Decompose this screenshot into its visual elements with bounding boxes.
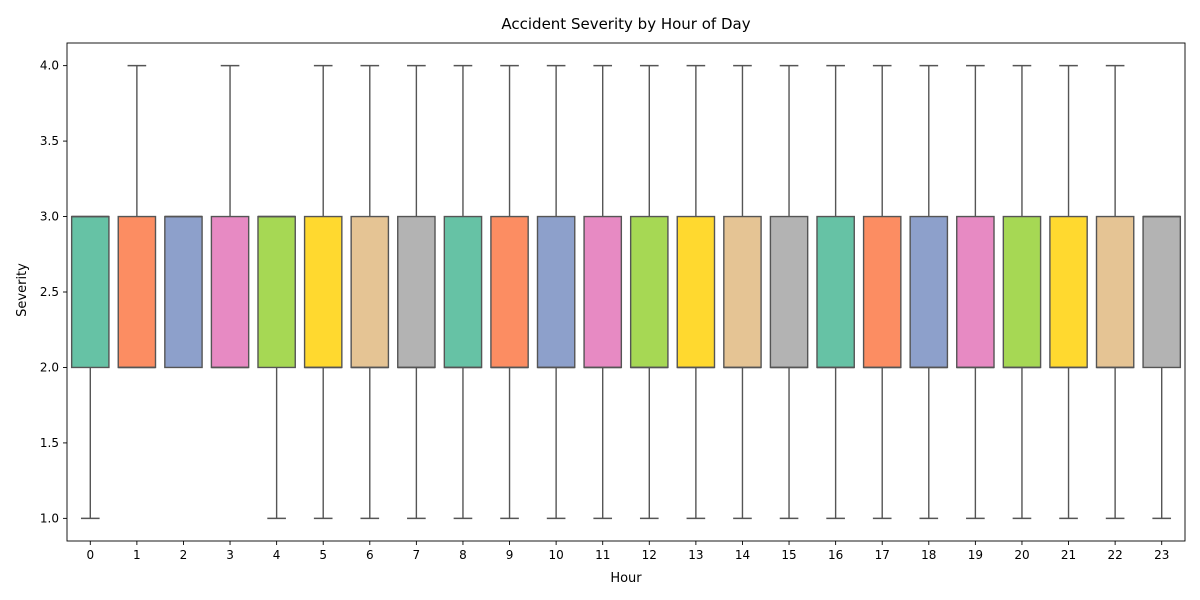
y-axis-label: Severity: [15, 263, 30, 317]
x-tick-label: 4: [273, 548, 281, 562]
box: [1049, 215, 1088, 369]
box-group-hour-5: [303, 64, 343, 520]
box: [303, 215, 343, 369]
box: [1002, 215, 1042, 369]
box-group-hour-22: [1095, 64, 1135, 520]
box: [397, 215, 436, 369]
box-group-hour-8: [443, 64, 483, 520]
box: [70, 215, 110, 369]
x-tick-label: 2: [180, 548, 188, 562]
box-group-hour-23: [1142, 215, 1182, 520]
y-tick-label: 2.0: [40, 360, 59, 374]
x-tick-label: 22: [1107, 548, 1122, 562]
box: [862, 215, 902, 369]
box: [164, 215, 203, 369]
box-group-hour-4: [257, 215, 296, 520]
x-tick-label: 1: [133, 548, 141, 562]
x-tick-label: 10: [548, 548, 563, 562]
box-group-hour-0: [70, 215, 110, 520]
x-tick-label: 12: [642, 548, 657, 562]
x-tick-label: 18: [921, 548, 936, 562]
box-group-hour-20: [1002, 64, 1042, 520]
box-group-hour-10: [536, 64, 576, 520]
box: [956, 215, 995, 369]
x-tick-label: 5: [319, 548, 327, 562]
box-group-hour-21: [1049, 64, 1088, 520]
box-group-hour-12: [629, 64, 669, 520]
box-group-hour-13: [676, 64, 716, 520]
box-group-hour-6: [350, 64, 390, 520]
box: [816, 215, 855, 369]
box: [583, 215, 623, 369]
box: [443, 215, 483, 369]
box: [490, 215, 529, 369]
box: [723, 215, 762, 369]
box: [350, 215, 390, 369]
x-tick-label: 14: [735, 548, 750, 562]
box: [536, 215, 576, 369]
box-group-hour-19: [956, 64, 995, 520]
box: [676, 215, 716, 369]
y-tick-label: 3.0: [40, 210, 59, 224]
x-tick-label: 15: [781, 548, 796, 562]
box: [909, 215, 949, 369]
box-group-hour-2: [164, 215, 203, 369]
box-group-hour-9: [490, 64, 529, 520]
x-tick-label: 8: [459, 548, 467, 562]
box-group-hour-15: [769, 64, 809, 520]
y-axis: 1.0 1.5 2.0 2.5 3.0 3.5 4.0: [40, 59, 67, 525]
chart-title: Accident Severity by Hour of Day: [501, 15, 750, 33]
boxes-layer: [70, 64, 1182, 520]
box: [1142, 215, 1182, 369]
x-tick-label: 0: [86, 548, 94, 562]
box-group-hour-11: [583, 64, 623, 520]
box: [257, 215, 296, 369]
x-tick-label: 17: [875, 548, 890, 562]
x-axis: 0 1 2 3 4 5 6 7 8 9 10 11 12 13 14 15 16 17 18 19 20 21 22 23: [86, 541, 1169, 562]
x-tick-label: 20: [1014, 548, 1029, 562]
box-group-hour-18: [909, 64, 949, 520]
box: [210, 215, 250, 369]
box: [1095, 215, 1135, 369]
x-tick-label: 9: [506, 548, 514, 562]
x-tick-label: 23: [1154, 548, 1169, 562]
x-tick-label: 13: [688, 548, 703, 562]
box-group-hour-3: [210, 64, 250, 369]
box-group-hour-16: [816, 64, 855, 520]
x-axis-label: Hour: [610, 571, 642, 586]
x-tick-label: 11: [595, 548, 610, 562]
x-tick-label: 19: [968, 548, 983, 562]
plot-frame: [66, 42, 1186, 542]
x-tick-label: 6: [366, 548, 374, 562]
box-group-hour-14: [723, 64, 762, 520]
box-group-hour-7: [397, 64, 436, 520]
x-tick-label: 3: [226, 548, 234, 562]
y-tick-label: 2.5: [40, 285, 59, 299]
box: [769, 215, 809, 369]
y-tick-label: 1.0: [40, 511, 59, 525]
x-tick-label: 21: [1061, 548, 1076, 562]
x-tick-label: 16: [828, 548, 843, 562]
y-tick-label: 3.5: [40, 134, 59, 148]
box-group-hour-17: [862, 64, 902, 520]
y-tick-label: 4.0: [40, 59, 59, 73]
x-tick-label: 7: [413, 548, 421, 562]
box: [117, 215, 157, 369]
y-tick-label: 1.5: [40, 436, 59, 450]
box-group-hour-1: [117, 64, 157, 369]
box: [629, 215, 669, 369]
